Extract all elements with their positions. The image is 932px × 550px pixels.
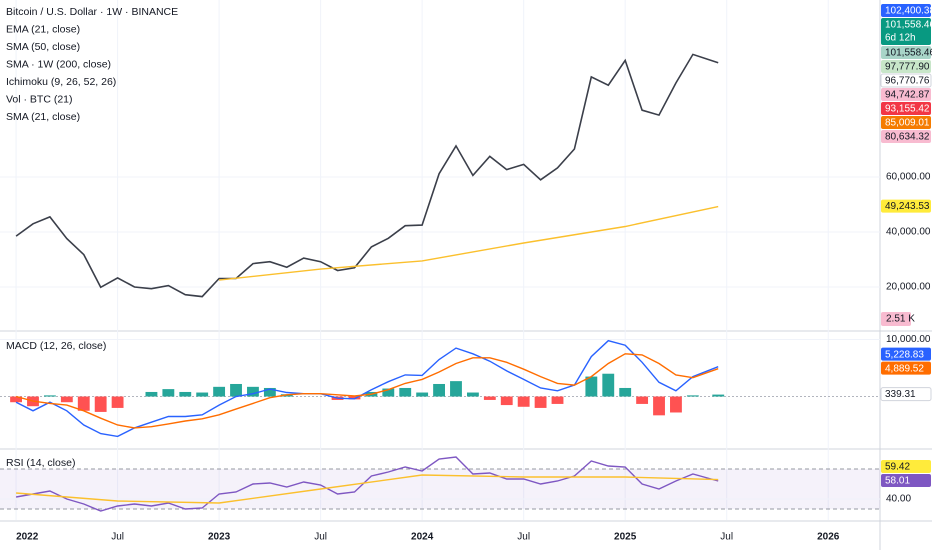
histogram-bar	[585, 376, 598, 397]
x-tick-label: 2026	[817, 532, 840, 543]
histogram-bar	[686, 395, 699, 397]
x-tick-label: Jul	[111, 532, 124, 543]
histogram-bar	[145, 391, 158, 397]
x-tick-label: Jul	[517, 532, 530, 543]
histogram-bar	[213, 386, 226, 397]
histogram-bar	[382, 388, 395, 397]
price-label-bg	[881, 60, 931, 73]
price-label: 80,634.32	[885, 132, 930, 143]
volume-label-bg	[881, 312, 911, 326]
y-tick-label: 40,000.00	[886, 227, 931, 238]
histogram-bar	[450, 381, 462, 397]
x-tick-label: 2025	[614, 532, 637, 543]
price-label: 49,243.53	[885, 201, 930, 212]
x-tick-label: 2023	[208, 532, 231, 543]
histogram-bar	[602, 373, 615, 397]
price-label-bg	[881, 130, 931, 143]
pane-title: RSI (14, close)	[6, 457, 75, 469]
histogram-bar	[263, 387, 276, 397]
price-label: 59.42	[885, 462, 910, 473]
histogram-bar	[43, 395, 56, 397]
histogram-bar	[466, 392, 479, 397]
histogram-bar	[247, 386, 259, 397]
price-label: 101,558.46	[885, 20, 932, 31]
y-tick-label: 10,000.00	[886, 334, 931, 345]
price-label-bg	[881, 102, 931, 115]
price-label-bg	[881, 473, 931, 487]
price-label: 339.31	[885, 389, 916, 400]
y-tick-label: 40.00	[886, 494, 911, 505]
legend-entry: SMA (50, close)	[6, 41, 80, 53]
histogram-bar	[416, 392, 429, 397]
histogram-bar	[500, 396, 513, 406]
price-label-bg	[880, 387, 932, 402]
histogram-bar	[534, 396, 547, 408]
countdown-label: 6d 12h	[885, 33, 916, 44]
histogram-bar	[162, 389, 175, 397]
legend-entry: SMA (21, close)	[6, 111, 80, 123]
series-line	[15, 353, 719, 429]
histogram-bar	[670, 396, 682, 413]
legend-entry: EMA (21, close)	[6, 23, 80, 35]
histogram-bar	[483, 396, 496, 400]
legend-entry: SMA · 1W (200, close)	[6, 58, 111, 70]
legend-entry: Vol · BTC (21)	[6, 93, 73, 105]
histogram-bar	[196, 392, 209, 397]
histogram-bar	[60, 396, 73, 403]
histogram-bar	[712, 394, 725, 397]
histogram-bar	[179, 391, 192, 397]
y-tick-label: 20,000.00	[886, 282, 931, 293]
series-line	[15, 456, 719, 512]
legend-entry: Ichimoku (9, 26, 52, 26)	[6, 76, 116, 88]
histogram-bar	[551, 396, 564, 404]
x-tick-label: Jul	[314, 532, 327, 543]
price-label-bg	[881, 116, 931, 129]
histogram-bar	[517, 396, 530, 407]
price-label-bg	[881, 199, 931, 213]
histogram-bar	[348, 396, 361, 400]
x-tick-label: 2022	[16, 532, 39, 543]
histogram-bar	[399, 387, 412, 397]
legend-entry: Bitcoin / U.S. Dollar · 1W · BINANCE	[6, 6, 178, 18]
pane-title: MACD (12, 26, close)	[6, 340, 106, 352]
price-label: 96,770.76	[885, 76, 930, 87]
histogram-bar	[94, 396, 107, 412]
price-label-bg	[881, 4, 931, 17]
histogram-bar	[77, 396, 90, 411]
price-label-bg	[881, 361, 931, 375]
price-label: 101,558.46	[885, 48, 932, 59]
y-tick-label: 60,000.00	[886, 172, 931, 183]
x-tick-label: 2024	[411, 532, 434, 543]
histogram-bar	[619, 387, 632, 397]
price-label: 5,228.83	[885, 349, 924, 360]
price-label: 58.01	[885, 476, 910, 487]
price-label: 85,009.01	[885, 118, 930, 129]
price-label: 94,742.87	[885, 90, 930, 101]
series-line	[15, 339, 719, 438]
histogram-bar	[111, 396, 124, 408]
histogram-bar	[433, 383, 445, 397]
price-label-bg	[881, 347, 931, 361]
histogram-bar	[636, 396, 649, 404]
price-label: 97,777.90	[885, 62, 930, 73]
x-tick-label: Jul	[720, 532, 733, 543]
histogram-bar	[10, 396, 22, 403]
price-label: 102,400.38	[885, 6, 932, 17]
price-label-bg	[880, 73, 932, 88]
price-label: 4,889.52	[885, 363, 924, 374]
histogram-bar	[230, 383, 242, 397]
series-line	[219, 205, 719, 281]
series-line	[16, 474, 719, 504]
volume-label: 2.51 K	[886, 314, 915, 325]
histogram-bar	[653, 396, 665, 416]
price-label-bg	[881, 88, 931, 101]
price-label-bg	[881, 18, 931, 45]
series-line	[15, 53, 719, 298]
price-label-bg	[881, 459, 931, 473]
price-label-bg	[881, 46, 931, 59]
price-label: 93,155.42	[885, 104, 930, 115]
